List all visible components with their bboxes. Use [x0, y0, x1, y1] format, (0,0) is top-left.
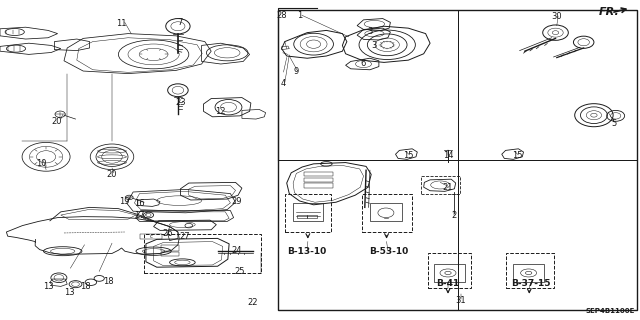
Text: B-41: B-41 [436, 279, 460, 288]
Text: B-13-10: B-13-10 [287, 247, 327, 256]
Text: 11: 11 [116, 20, 127, 28]
Text: 18: 18 [80, 282, 90, 291]
Bar [144, 234, 261, 273]
Text: FR.: FR. [599, 7, 620, 17]
Text: 23: 23 [175, 98, 186, 107]
Bar [304, 178, 333, 182]
Text: 13: 13 [64, 288, 74, 297]
Text: SEP4B1100E: SEP4B1100E [586, 308, 635, 314]
Text: 4: 4 [281, 79, 286, 88]
Text: B-37-15: B-37-15 [511, 279, 551, 288]
Bar [297, 215, 307, 218]
Text: 13: 13 [43, 282, 53, 291]
Bar [278, 10, 458, 160]
Text: 17: 17 [134, 211, 145, 220]
Bar [362, 194, 412, 232]
Text: 10: 10 [36, 159, 47, 168]
Bar [421, 176, 460, 194]
Text: 20: 20 [51, 117, 61, 126]
Text: 21: 21 [443, 183, 453, 192]
Text: 31: 31 [456, 296, 466, 305]
Text: 22: 22 [248, 298, 258, 307]
Bar [370, 203, 402, 221]
Bar [161, 245, 179, 251]
Text: 14: 14 [443, 151, 453, 160]
Text: 29: 29 [232, 197, 242, 206]
Bar [304, 183, 333, 188]
Text: 7: 7 [178, 18, 183, 27]
Bar [140, 234, 162, 239]
Bar [293, 203, 323, 221]
Text: 26: 26 [163, 229, 173, 238]
Bar [458, 10, 637, 160]
Bar [161, 252, 179, 256]
Text: 24: 24 [232, 246, 242, 255]
Bar [304, 172, 333, 176]
Bar [278, 160, 458, 310]
Text: 18: 18 [104, 277, 114, 286]
Text: 3: 3 [367, 28, 372, 36]
Text: 1: 1 [297, 12, 302, 20]
Text: 9: 9 [293, 68, 298, 76]
Text: 30: 30 [552, 12, 562, 21]
Text: 27: 27 [179, 232, 189, 241]
Text: c: c [150, 234, 152, 239]
Text: 3: 3 [372, 41, 377, 50]
Text: 25: 25 [235, 267, 245, 276]
Text: 5: 5 [612, 119, 617, 128]
Text: 15: 15 [403, 151, 413, 160]
Bar [278, 10, 637, 310]
Text: 16: 16 [134, 199, 145, 208]
Bar [458, 160, 637, 310]
Text: 6: 6 [361, 60, 366, 68]
Text: 2: 2 [452, 212, 457, 220]
Bar [434, 264, 465, 282]
Bar [513, 264, 544, 282]
Text: B-53-10: B-53-10 [369, 247, 409, 256]
Text: 28: 28 [276, 12, 287, 20]
Text: 12: 12 [216, 108, 226, 116]
Text: 15: 15 [512, 151, 522, 160]
Bar [307, 215, 317, 218]
Bar [285, 194, 331, 232]
Text: 19: 19 [120, 197, 130, 206]
Text: 20: 20 [107, 170, 117, 179]
Bar [506, 253, 554, 288]
Bar [428, 253, 471, 288]
